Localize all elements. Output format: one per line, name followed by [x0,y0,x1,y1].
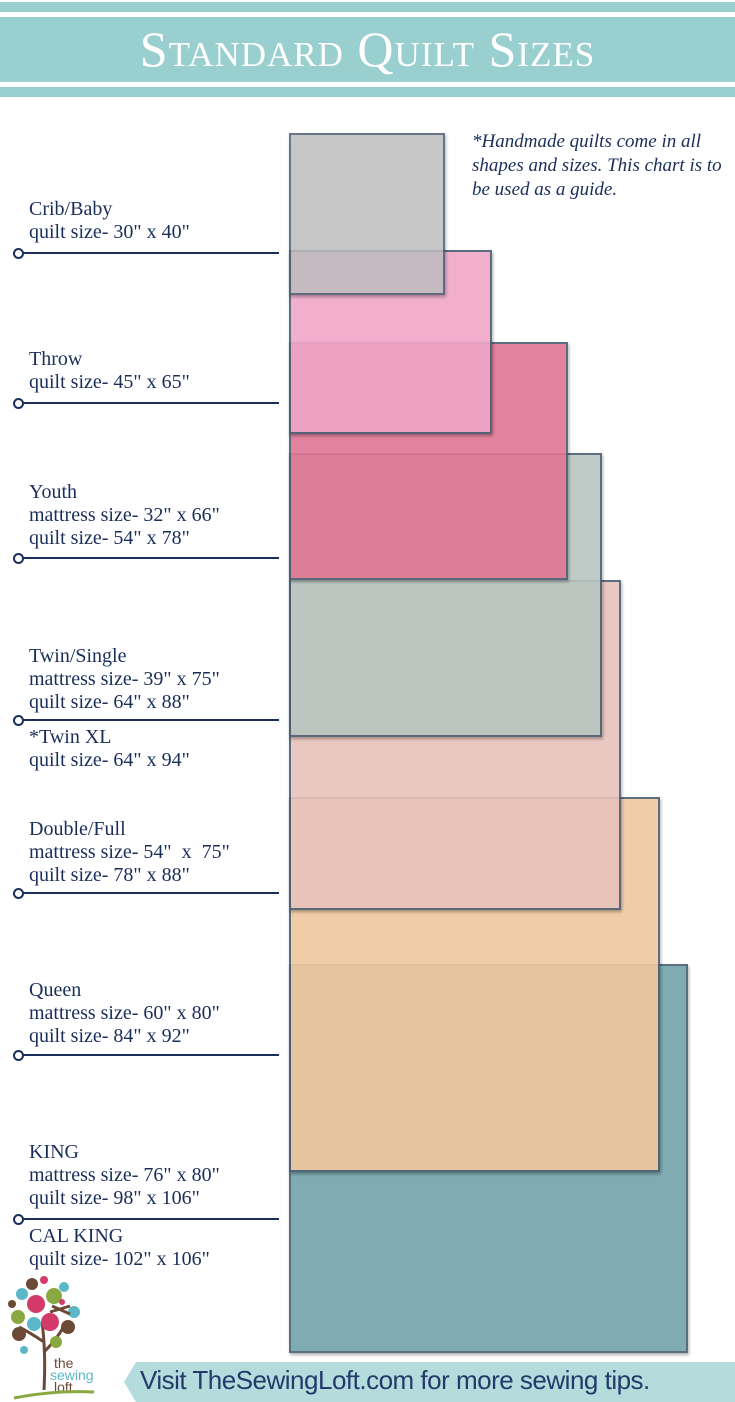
label-king: KING mattress size- 76" x 80" quilt size… [29,1141,220,1209]
label-queen: Queen mattress size- 60" x 80" quilt siz… [29,979,220,1047]
leader-dot [13,1050,24,1061]
leader-dot [13,553,24,564]
leader-dot [13,398,24,409]
footer-banner[interactable]: Visit TheSewingLoft.com for more sewing … [124,1362,735,1402]
svg-text:sewing: sewing [50,1367,94,1383]
footer-link-text[interactable]: Visit TheSewingLoft.com for more sewing … [140,1365,650,1395]
leader-line [20,557,279,559]
label-double: Double/Full mattress size- 54" x 75" qui… [29,818,230,886]
label-twin-xl: *Twin XL quilt size- 64" x 94" [29,726,190,771]
label-cal-king: CAL KING quilt size- 102" x 106" [29,1225,210,1270]
leader-line [20,719,279,721]
leader-dot [13,888,24,899]
leader-dot [13,248,24,259]
label-twin: Twin/Single mattress size- 39" x 75" qui… [29,645,220,713]
label-throw: Throw quilt size- 45" x 65" [29,348,190,393]
leader-line [20,1218,279,1220]
page-title: Standard Quilt Sizes [139,21,596,77]
leader-line [20,402,279,404]
leader-line [20,1054,279,1056]
svg-text:the: the [54,1355,74,1371]
guide-note: *Handmade quilts come in all shapes and … [472,131,722,200]
leader-dot [13,1214,24,1225]
header-stripe-bottom [0,87,735,97]
label-youth: Youth mattress size- 32" x 66" quilt siz… [29,481,220,549]
rect-crib [289,133,445,295]
label-crib: Crib/Baby quilt size- 30" x 40" [29,198,190,243]
leader-line [20,892,279,894]
header-band [0,17,735,82]
sewing-loft-logo: the sewing loft [8,1276,95,1400]
header-stripe-top [0,2,735,12]
leader-dot [13,715,24,726]
leader-line [20,252,279,254]
